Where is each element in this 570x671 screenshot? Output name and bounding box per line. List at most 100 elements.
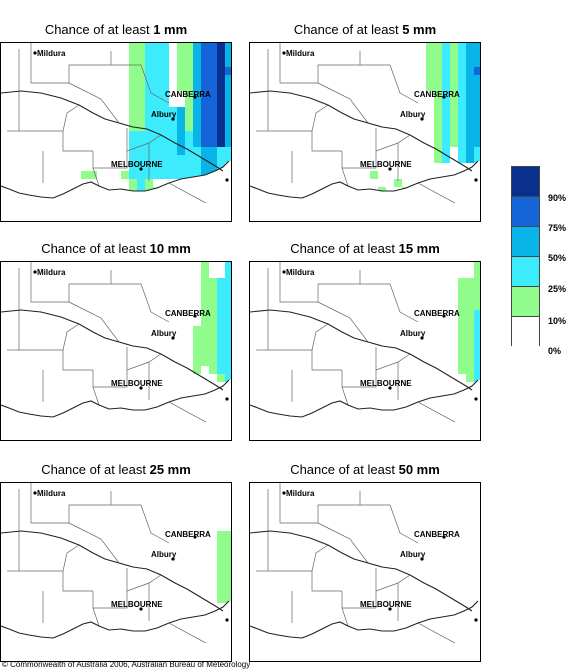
town-label-canberra: CANBERRA [165,530,211,539]
probability-cell [458,107,466,115]
district-boundary [360,504,419,544]
probability-cell [137,163,145,171]
panel-title: Chance of at least 10 mm [41,241,191,256]
state-border [1,530,224,612]
probability-cell [161,99,169,107]
probability-cell [474,270,480,278]
rainfall-map: Mildura CANBERRA Albury MELBOURNE [249,42,481,222]
probability-cell [201,51,209,59]
probability-cell [225,91,231,99]
probability-cell [185,123,193,131]
probability-cell [458,302,466,310]
probability-cell [161,115,169,123]
probability-cell [153,75,161,83]
district-boundary [68,82,120,124]
probability-cell [161,123,169,131]
probability-cells [458,262,480,382]
probability-cell [209,59,217,67]
probability-cell [193,43,201,51]
district-boundary [92,607,100,627]
probability-cell [169,171,177,179]
legend-swatch [511,256,540,286]
probability-cell [201,163,209,171]
probability-cell [177,107,185,115]
probability-cell [458,278,466,286]
bass-strait-line [417,401,456,423]
district-boundary [360,283,419,323]
probability-cell [185,51,193,59]
probability-cell [153,51,161,59]
probability-cell [458,131,466,139]
probability-cell [193,75,201,83]
district-boundary [267,49,342,152]
probability-cell [145,75,153,83]
probability-cell [201,278,209,286]
probability-cell [458,147,466,155]
probability-cell [217,59,225,67]
probability-cell [225,302,231,310]
town-marker [171,336,175,340]
probability-cell [466,91,474,99]
probability-cell [193,342,201,350]
probability-cell [193,171,201,179]
probability-cell [209,75,217,83]
town-label-albury: Albury [400,110,426,119]
town-label-mildura: Mildura [37,49,66,58]
probability-cell [201,43,209,51]
probability-cell [169,107,177,115]
probability-cell [426,75,434,83]
town-label-canberra: CANBERRA [165,90,211,99]
town-marker [193,535,197,539]
probability-cell [169,147,177,155]
probability-cell [201,294,209,302]
town-marker [139,607,143,611]
town-label-albury: Albury [151,110,177,119]
probability-cell [474,131,480,139]
probability-cell [153,59,161,67]
probability-cell [217,318,225,326]
district-boundary [111,283,170,323]
probability-cell [217,123,225,131]
probability-cell [474,358,480,366]
probability-cell [474,91,480,99]
probability-cell [474,262,480,270]
town-label-mildura: Mildura [286,268,315,277]
probability-cell [193,139,201,147]
district-boundary [92,167,100,187]
probability-cell [209,310,217,318]
probability-cell [169,123,177,131]
legend-swatch [511,286,540,316]
probability-cell [129,179,137,187]
probability-cell [201,115,209,123]
probability-cell [225,107,231,115]
probability-cell [129,147,137,155]
probability-cell [185,67,193,75]
town-marker [282,491,286,495]
probability-cell [185,139,193,147]
probability-cell [137,147,145,155]
town-marker [388,386,392,390]
probability-cell [450,107,458,115]
probability-cell [474,310,480,318]
map-canvas: Mildura CANBERRA Albury MELBOURNE [1,483,231,661]
probability-cell [458,75,466,83]
probability-cell [177,59,185,67]
probability-cell [217,107,225,115]
probability-cell [450,83,458,91]
probability-cell [450,139,458,147]
probability-cell [137,115,145,123]
panel-title: Chance of at least 25 mm [41,462,191,477]
town-label-albury: Albury [400,550,426,559]
legend-swatch [511,196,540,226]
probability-cell [458,43,466,51]
district-boundary [341,134,411,169]
probability-cell [225,155,231,163]
probability-cell [434,43,442,51]
probability-cell [193,334,201,342]
state-border [1,90,224,172]
probability-cell [89,171,97,179]
probability-cell [442,139,450,147]
probability-cell [217,75,225,83]
probability-cell [153,147,161,155]
probability-cell [458,334,466,342]
